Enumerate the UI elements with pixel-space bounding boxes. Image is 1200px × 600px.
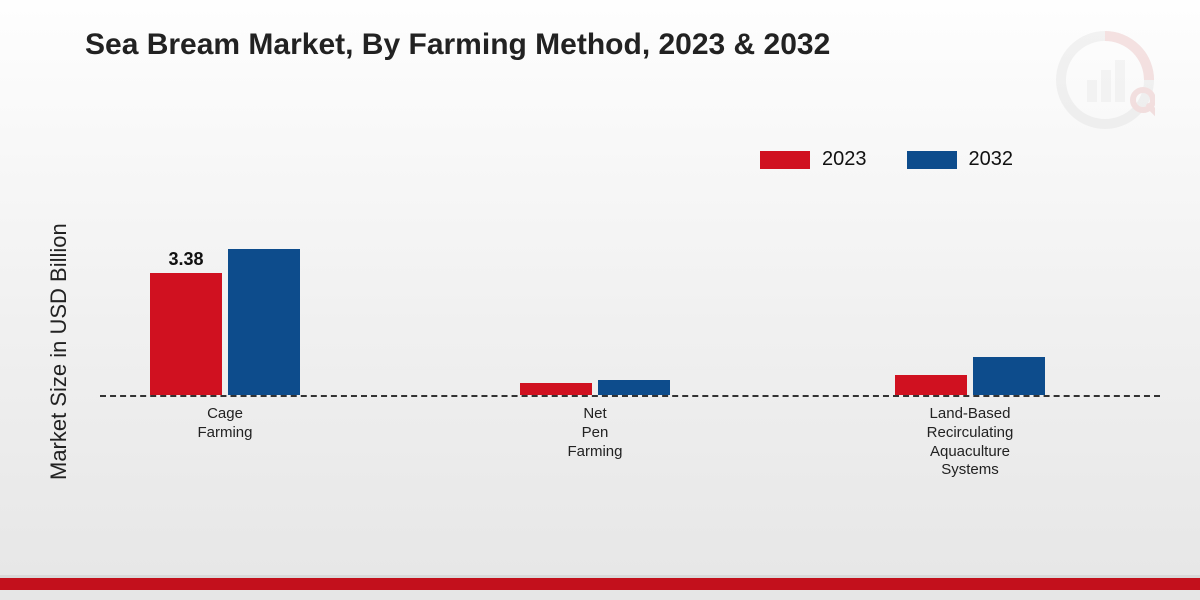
y-axis-label: Market Size in USD Billion [46, 223, 72, 480]
bar [150, 273, 222, 395]
category-label: CageFarming [125, 405, 325, 443]
bar [973, 357, 1045, 395]
value-label: 3.38 [150, 249, 222, 270]
bar [228, 249, 300, 395]
bar [520, 383, 592, 395]
bar [895, 375, 967, 395]
legend-item: 2023 [760, 148, 867, 171]
legend: 2023 2032 [760, 148, 1013, 171]
x-axis-line [100, 395, 1160, 397]
bar [598, 380, 670, 395]
legend-item: 2032 [907, 148, 1014, 171]
legend-swatch [907, 151, 957, 169]
legend-label: 2023 [822, 148, 867, 171]
footer-accent-bar [0, 578, 1200, 590]
chart-title: Sea Bream Market, By Farming Method, 202… [85, 28, 830, 62]
legend-label: 2032 [969, 148, 1014, 171]
category-label: NetPenFarming [495, 405, 695, 461]
category-label: Land-BasedRecirculatingAquacultureSystem… [870, 405, 1070, 480]
chart-canvas: Sea Bream Market, By Farming Method, 202… [0, 0, 1200, 600]
watermark-logo-icon [1055, 30, 1155, 130]
legend-swatch [760, 151, 810, 169]
